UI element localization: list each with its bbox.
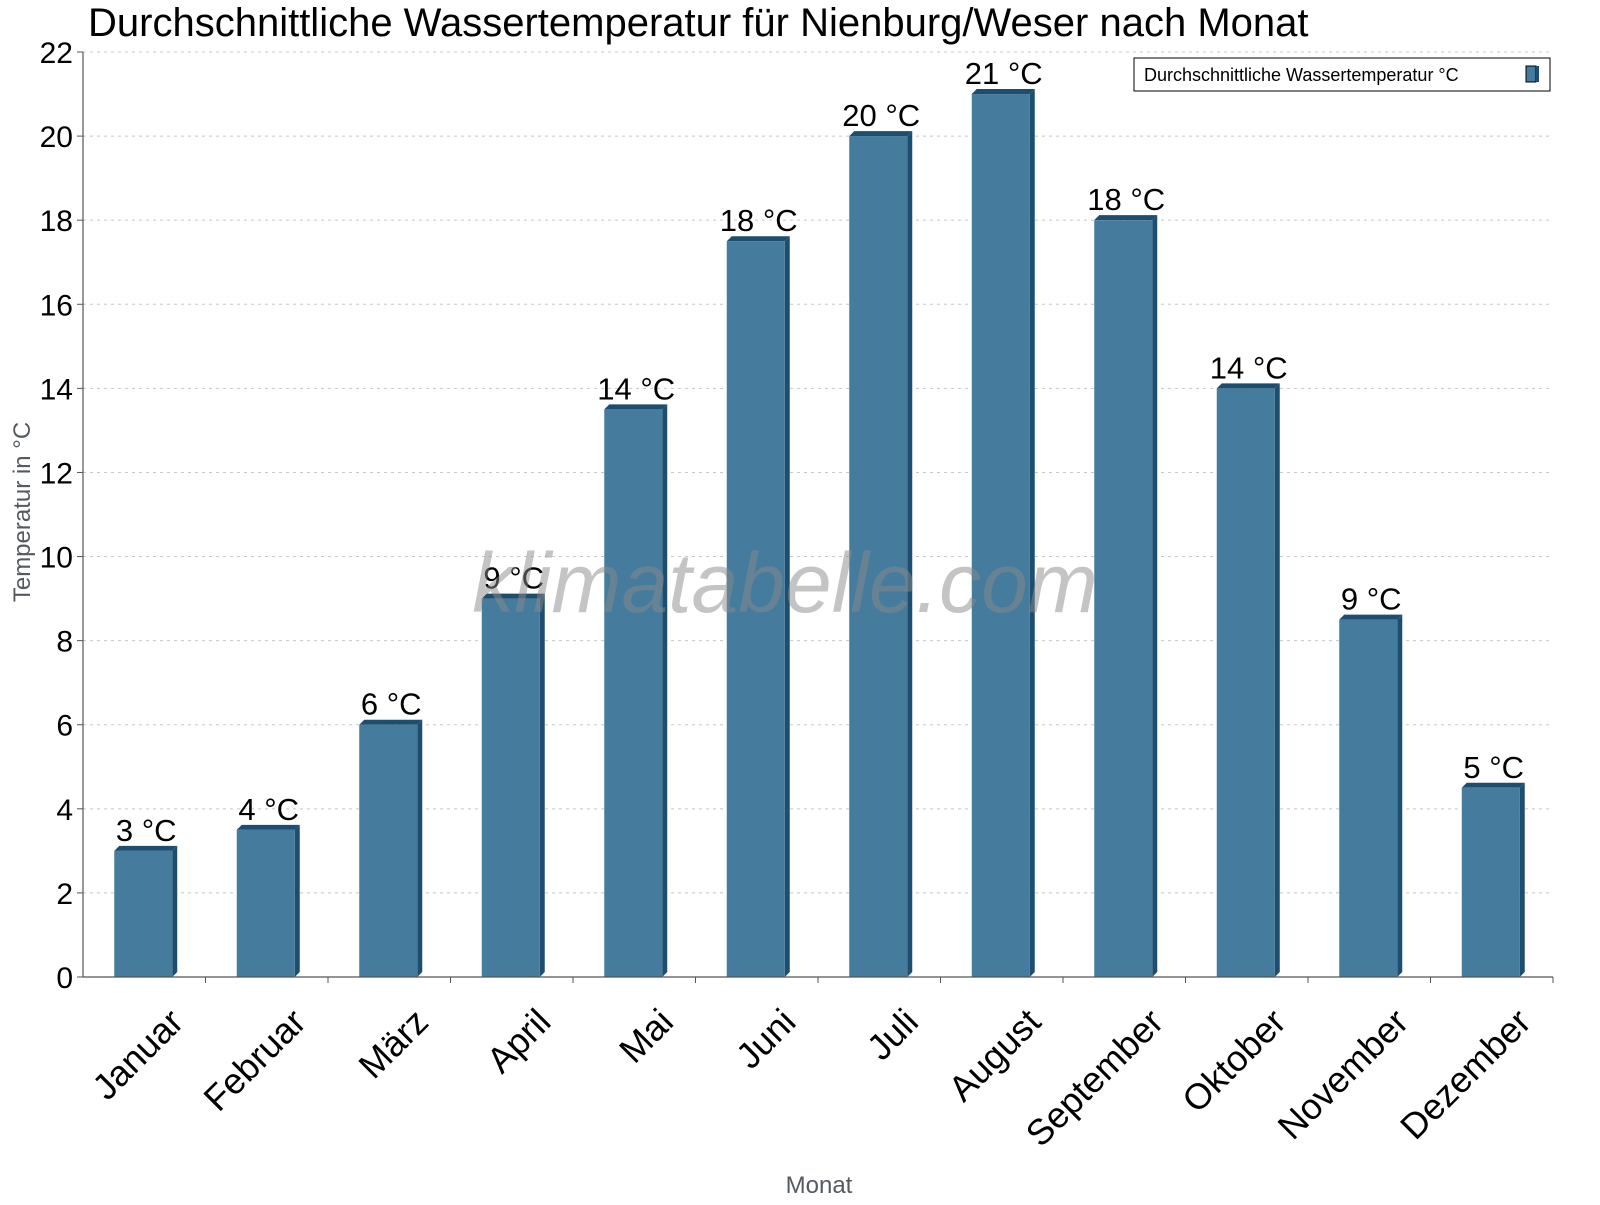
bar [1216,388,1275,977]
bar [359,724,418,977]
bar [849,136,908,977]
x-axis-title: Monat [786,1172,853,1199]
x-tick-label: Juni [728,1001,804,1077]
chart-title: Durchschnittliche Wassertemperatur für N… [88,1,1309,45]
watermark: klimatabelle.com [472,536,1098,630]
bar-top [481,593,545,599]
x-tick-label: November [1270,1001,1416,1147]
y-tick-label: 6 [56,710,73,743]
y-axis-title: Temperatur in °C [9,422,36,602]
bar [481,598,540,977]
y-tick-label: 14 [40,373,73,406]
y-tick-label: 0 [56,962,73,995]
y-axis: 0 2 4 6 8 10 12 14 16 18 20 22 [40,37,84,995]
bar-side [1029,89,1035,977]
bar-top [1461,782,1525,788]
bar-side [907,131,913,977]
bar [114,850,173,977]
bar-top [1094,215,1158,221]
y-tick-label: 16 [40,289,73,322]
bar [604,409,663,977]
data-label: 6 °C [361,687,422,722]
x-tick-label: April [479,1001,559,1081]
data-labels: 3 °C 4 °C 6 °C 9 °C 14 °C 18 °C 20 °C 21 °C 18 °… [116,56,1524,848]
x-tick-label: August [940,1001,1048,1109]
grid-lines [83,51,1553,894]
data-label: 14 °C [1210,350,1288,385]
y-tick-label: 12 [40,457,73,490]
legend-swatch [1525,65,1537,83]
bar [971,94,1030,977]
bar [726,241,785,978]
data-label: 4 °C [238,792,299,827]
legend: Durchschnittliche Wassertemperatur °C [1133,57,1551,92]
x-tick-label: Mai [611,1001,681,1071]
data-label: 9 °C [483,561,544,596]
data-label: 9 °C [1341,582,1402,617]
bar [236,829,295,977]
bar-side [539,593,545,977]
legend-box [1133,57,1551,92]
x-tick-label: Januar [84,1001,191,1108]
bar-top [849,131,913,137]
x-tick-label: Juli [859,1001,926,1068]
data-label: 21 °C [965,56,1043,91]
bar-side [1152,215,1158,977]
bar-top [1339,614,1403,620]
bar-top [971,89,1035,95]
y-tick-label: 10 [40,542,73,575]
x-tick-label: März [350,1001,436,1087]
data-label: 18 °C [720,203,798,238]
data-label: 20 °C [842,98,920,133]
bar-top [114,845,178,851]
bars [114,89,1525,978]
bar-side [1519,782,1525,977]
y-tick-label: 22 [40,37,73,70]
legend-label: Durchschnittliche Wassertemperatur °C [1144,65,1459,85]
y-tick-label: 20 [40,121,73,154]
bar-side [784,236,790,978]
bar-side [172,845,178,977]
x-axis: Januar Februar März April Mai Juni Juli AugustS… [83,976,1554,1154]
bar [1461,787,1520,977]
data-label: 18 °C [1087,182,1165,217]
x-tick-label: Dezember [1392,1001,1538,1147]
x-tick-label: Februar [195,1001,313,1119]
bar-side [662,404,668,977]
data-label: 14 °C [597,371,675,406]
y-tick-label: 8 [56,626,73,659]
bar-side [417,719,423,977]
bar [1339,619,1398,977]
x-tick-label: Oktober [1174,1001,1294,1121]
bar [1094,220,1153,977]
y-tick-label: 4 [56,794,73,827]
data-label: 5 °C [1463,750,1524,785]
bar-top [726,236,790,242]
data-label: 3 °C [116,813,177,848]
bar-top [604,404,668,410]
bar-top [359,719,423,725]
bar-top [236,824,300,830]
y-tick-label: 2 [56,878,73,911]
bar-side [1274,383,1280,977]
y-tick-label: 18 [40,205,73,238]
bar-side [1397,614,1403,977]
bar-side [294,824,300,977]
legend-swatch-side [1536,66,1539,82]
bar-top [1216,383,1280,389]
